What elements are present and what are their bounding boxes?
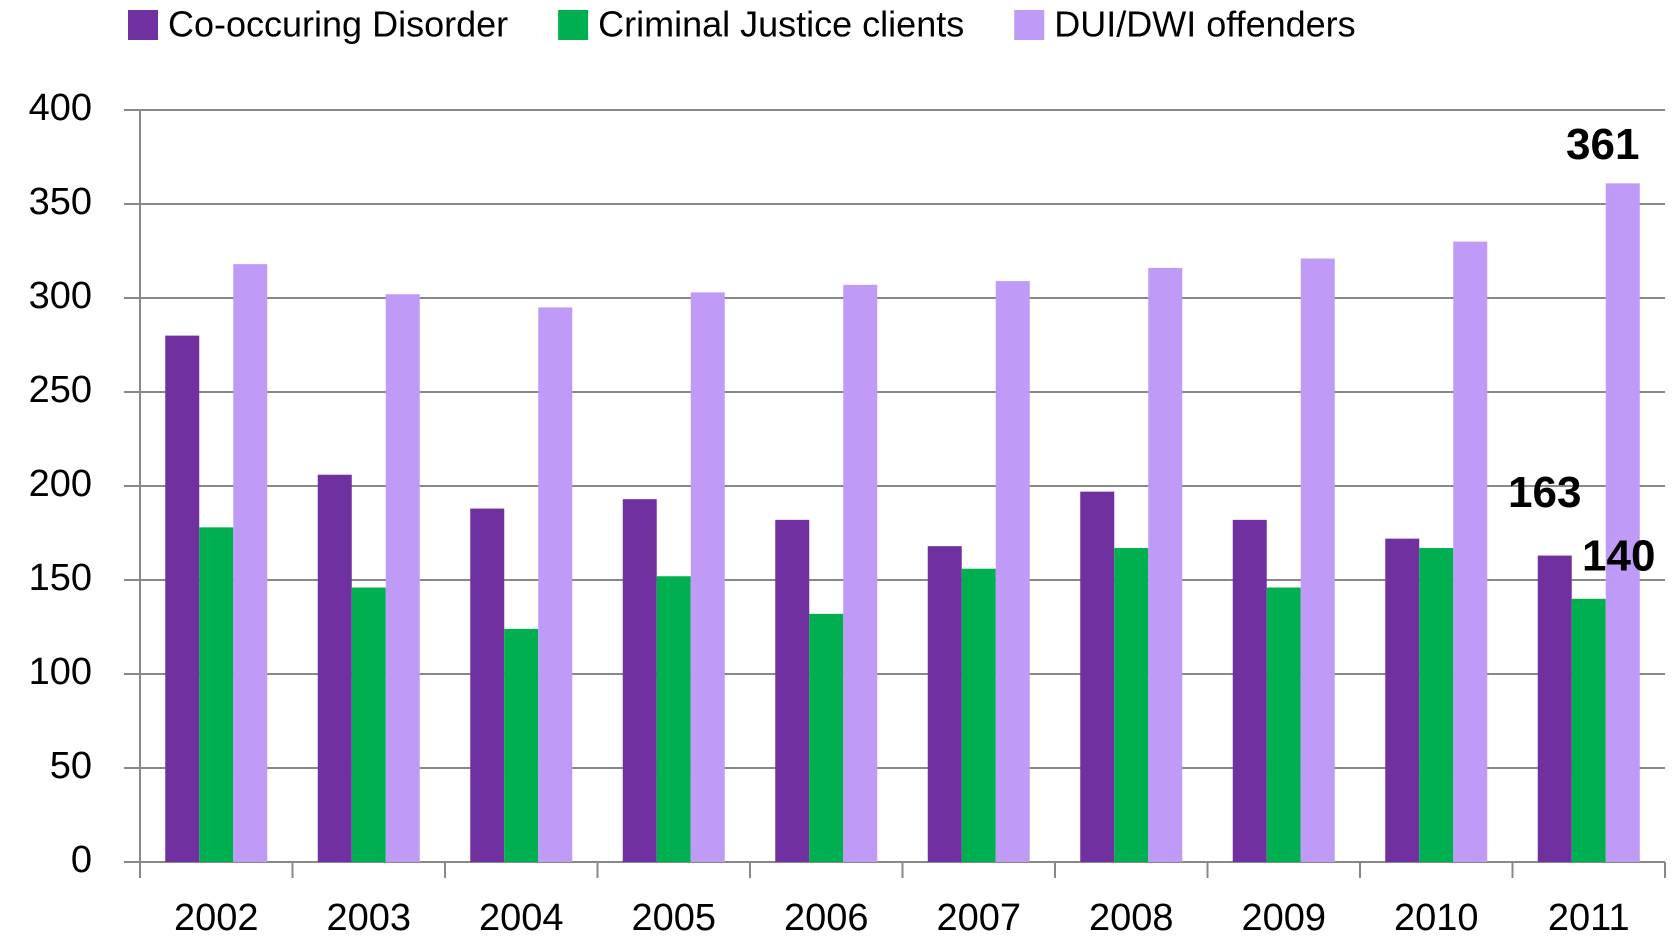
bar (1300, 258, 1335, 862)
bar (317, 474, 352, 862)
y-tick-label: 250 (29, 369, 92, 411)
bar (199, 527, 234, 862)
x-tick-label: 2010 (1394, 897, 1479, 939)
bar (233, 264, 268, 862)
bar (1232, 519, 1267, 862)
x-tick-label: 2007 (936, 897, 1021, 939)
bar (1148, 267, 1183, 862)
bar (843, 284, 878, 863)
bar (1114, 548, 1149, 862)
bar (690, 292, 725, 862)
x-tick-label: 2006 (784, 897, 869, 939)
bar (538, 307, 573, 862)
bar (351, 587, 386, 862)
bar (385, 294, 420, 862)
bar (1080, 491, 1115, 862)
bar (1537, 555, 1572, 862)
bar (1605, 183, 1640, 862)
legend-label: Criminal Justice clients (598, 4, 964, 45)
bar (1266, 587, 1301, 862)
legend-swatch (558, 10, 589, 40)
y-tick-label: 100 (29, 651, 92, 693)
x-tick-label: 2005 (631, 897, 716, 939)
bar (622, 499, 657, 862)
data-label: 163 (1508, 468, 1581, 517)
y-tick-label: 300 (29, 275, 92, 317)
x-tick-label: 2002 (174, 897, 259, 939)
x-tick-label: 2004 (479, 897, 564, 939)
bar (504, 628, 539, 862)
bar (1385, 538, 1420, 862)
y-tick-label: 400 (29, 87, 92, 129)
bar (775, 519, 810, 862)
y-tick-label: 350 (29, 181, 92, 223)
bar (1453, 241, 1488, 863)
legend-label: Co-occuring Disorder (168, 4, 508, 45)
x-tick-label: 2003 (326, 897, 411, 939)
bar (927, 546, 962, 862)
bar (809, 613, 844, 862)
bar (656, 576, 691, 862)
y-tick-label: 200 (29, 463, 92, 505)
x-tick-label: 2008 (1089, 897, 1174, 939)
legend-swatch (128, 10, 158, 40)
bar (1419, 548, 1454, 862)
legend-label: DUI/DWI offenders (1054, 4, 1355, 45)
bar (961, 568, 996, 862)
legend-swatch (1014, 10, 1045, 40)
x-tick-label: 2009 (1241, 897, 1326, 939)
bar (165, 335, 200, 863)
bar (1571, 598, 1606, 862)
data-label: 361 (1566, 120, 1639, 169)
bar (470, 508, 505, 862)
y-tick-label: 50 (50, 745, 92, 787)
y-tick-label: 150 (29, 557, 92, 599)
data-label: 140 (1582, 531, 1655, 580)
bar (995, 281, 1030, 863)
x-tick-label: 2011 (1548, 897, 1630, 939)
y-tick-label: 0 (71, 839, 92, 881)
